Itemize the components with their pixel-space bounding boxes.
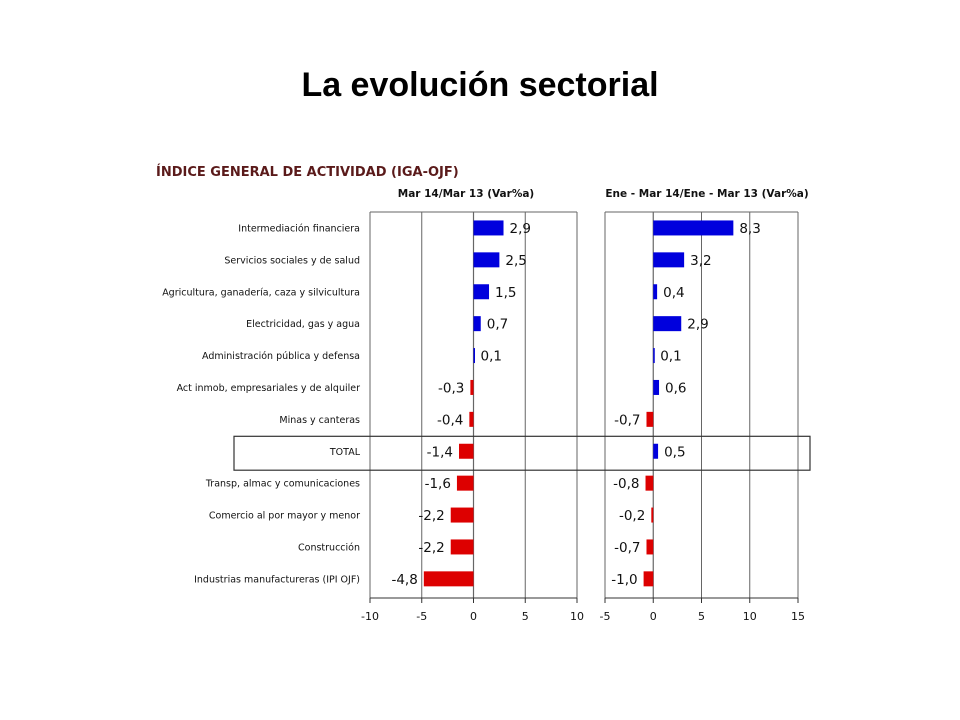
- tick-label: 5: [698, 610, 705, 623]
- category-label: TOTAL: [329, 447, 361, 458]
- category-label: Agricultura, ganadería, caza y silvicult…: [162, 287, 360, 298]
- tick-label: -10: [361, 610, 379, 623]
- data-label: 0,4: [663, 285, 684, 301]
- data-label: 0,6: [665, 380, 686, 396]
- bar: [450, 507, 474, 523]
- bar: [473, 284, 490, 300]
- data-label: -1,4: [427, 444, 453, 460]
- slide-title: La evolución sectorial: [301, 66, 659, 104]
- data-label: -2,2: [418, 508, 444, 524]
- bar: [643, 571, 654, 587]
- tick-label: 0: [470, 610, 477, 623]
- category-label: Electricidad, gas y agua: [246, 319, 360, 330]
- bar: [473, 252, 500, 268]
- bar: [473, 220, 504, 236]
- bar: [653, 348, 655, 364]
- bar: [450, 539, 474, 555]
- data-label: 0,7: [487, 317, 508, 333]
- tick-label: 5: [522, 610, 529, 623]
- bar: [456, 475, 474, 491]
- data-label: 0,1: [660, 349, 681, 365]
- bar: [470, 379, 474, 395]
- data-label: 0,5: [664, 444, 685, 460]
- tick-label: 10: [743, 610, 757, 623]
- tick-label: 15: [791, 610, 805, 623]
- data-label: -0,8: [613, 476, 639, 492]
- category-label: Minas y canteras: [279, 415, 360, 426]
- category-label: Act inmob, empresariales y de alquiler: [177, 383, 361, 394]
- bar: [653, 379, 660, 395]
- data-label: -0,4: [437, 412, 463, 428]
- panel-subtitle: Mar 14/Mar 13 (Var%a): [398, 188, 534, 200]
- bar: [646, 539, 654, 555]
- data-label: 8,3: [739, 221, 760, 237]
- data-label: 2,9: [510, 221, 531, 237]
- category-label: Intermediación financiera: [238, 223, 360, 234]
- bar: [653, 316, 682, 332]
- category-label: Administración pública y defensa: [202, 351, 360, 362]
- bar: [653, 220, 734, 236]
- data-label: 3,2: [690, 253, 711, 269]
- bar: [653, 252, 685, 268]
- data-label: -1,6: [425, 476, 451, 492]
- tick-label: 10: [570, 610, 584, 623]
- data-label: -0,3: [438, 380, 464, 396]
- data-label: -1,0: [611, 572, 637, 588]
- bar: [469, 411, 474, 427]
- total-highlight-box: [233, 435, 811, 471]
- data-label: 2,5: [505, 253, 526, 269]
- bar: [423, 571, 474, 587]
- bar: [473, 316, 481, 332]
- data-label: 1,5: [495, 285, 516, 301]
- data-label: -4,8: [391, 572, 417, 588]
- bar: [459, 443, 474, 459]
- data-label: 0,1: [481, 349, 502, 365]
- category-label: Construcción: [298, 542, 360, 553]
- category-label: Transp, almac y comunicaciones: [205, 479, 360, 490]
- bar: [651, 507, 654, 523]
- tick-label: 0: [650, 610, 657, 623]
- bar: [646, 411, 654, 427]
- tick-label: -5: [416, 610, 427, 623]
- category-label: Servicios sociales y de salud: [224, 255, 360, 266]
- category-label: Comercio al por mayor y menor: [209, 511, 360, 522]
- bar: [645, 475, 654, 491]
- bar: [653, 443, 659, 459]
- data-label: -0,7: [614, 412, 640, 428]
- bar: [473, 348, 475, 364]
- panel-subtitle: Ene - Mar 14/Ene - Mar 13 (Var%a): [605, 188, 808, 200]
- data-label: -0,2: [619, 508, 645, 524]
- category-label: Industrias manufactureras (IPI OJF): [194, 574, 360, 585]
- data-label: 2,9: [687, 317, 708, 333]
- tick-label: -5: [600, 610, 611, 623]
- data-label: -0,7: [614, 540, 640, 556]
- data-label: -2,2: [418, 540, 444, 556]
- chart-heading: ÍNDICE GENERAL DE ACTIVIDAD (IGA-OJF): [156, 164, 459, 180]
- bar: [653, 284, 658, 300]
